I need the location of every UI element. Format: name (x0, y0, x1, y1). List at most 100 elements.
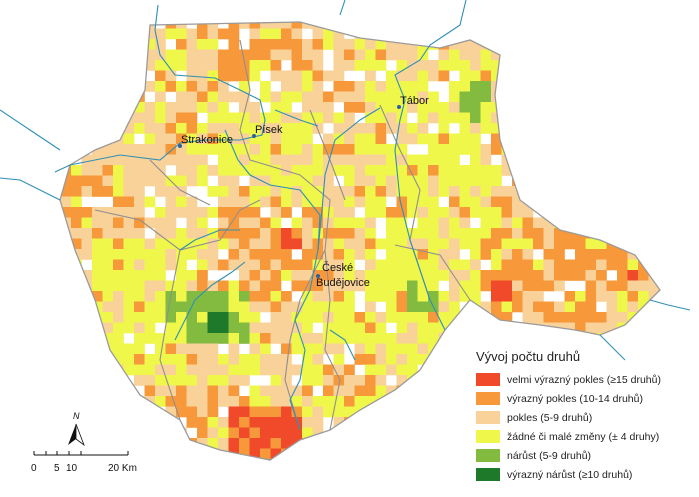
grid-cell-no-change (417, 333, 429, 344)
grid-cell-decline (81, 228, 93, 239)
grid-cell-decline (491, 112, 502, 124)
grid-cell-no-change (491, 217, 502, 229)
grid-cell-decline (596, 417, 607, 428)
grid-cell-strong-decline (302, 438, 313, 449)
grid-cell-no-change (438, 207, 450, 218)
grid-cell-decline (596, 123, 607, 134)
grid-cell-decline (407, 49, 418, 61)
grid-cell-no-change (134, 102, 145, 113)
grid-cell-decline (134, 427, 145, 439)
grid-cell-decline (102, 60, 114, 71)
grid-cell-no-change (428, 259, 439, 271)
grid-cell-no-change (239, 312, 250, 323)
grid-cell-no-change (575, 291, 586, 302)
grid-cell-strong-decline (480, 28, 492, 40)
grid-cell-decline (585, 322, 597, 334)
grid-cell-decline (155, 385, 166, 397)
grid-cell-strong-decline (218, 28, 229, 40)
grid-cell-strong-decline (260, 280, 271, 292)
grid-cell-decline (123, 186, 135, 197)
grid-cell-decline (354, 154, 366, 166)
grid-cell-decline (333, 196, 345, 208)
grid-cell-strong-decline (522, 270, 534, 281)
grid-cell-strong-increase (218, 322, 229, 334)
grid-cell-no-change (449, 228, 460, 239)
grid-cell-strong-decline (228, 249, 240, 260)
grid-cell-strong-decline (218, 259, 229, 271)
grid-cell-decline (564, 322, 576, 334)
grid-cell-no-change (365, 196, 376, 208)
grid-cell-no-change (365, 291, 376, 302)
grid-cell-strong-decline (648, 123, 660, 134)
grid-cell-decline (575, 154, 586, 166)
grid-cell-decline (354, 22, 366, 29)
grid-cell-decline (333, 343, 345, 355)
grid-cell-no-change (113, 102, 124, 113)
grid-cell-decline (60, 427, 72, 439)
grid-cell-no-change (428, 196, 439, 208)
grid-cell-decline (186, 102, 198, 113)
grid-cell-no-change (417, 175, 429, 187)
grid-cell-decline (60, 291, 61, 302)
grid-cell-no-change (260, 165, 271, 176)
grid-cell-decline (134, 406, 145, 418)
grid-cell-strong-decline (92, 396, 103, 407)
legend-item-increase: nárůst (5-9 druhů) (476, 449, 591, 462)
city-strakonice: Strakonice (178, 134, 233, 148)
grid-cell-no-change (375, 60, 387, 71)
grid-cell-no-change (176, 280, 187, 292)
grid-cell-decline (606, 217, 618, 229)
grid-cell-no-change (218, 186, 229, 197)
grid-cell-decline (186, 459, 198, 460)
grid-cell-strong-decline (480, 280, 492, 292)
grid-cell-no-change (123, 259, 135, 271)
grid-cell-decline (71, 144, 82, 155)
grid-cell-decline (638, 406, 649, 418)
grid-cell-increase (207, 291, 219, 302)
grid-cell-increase (239, 291, 250, 302)
grid-cell-decline (144, 291, 156, 302)
grid-cell-decline (155, 91, 166, 103)
grid-cell-strong-decline (491, 144, 502, 155)
grid-cell-strong-decline (92, 81, 103, 92)
grid-cell-decline (354, 375, 366, 386)
grid-cell-no-change (438, 238, 450, 250)
grid-cell-decline (648, 217, 660, 229)
grid-cell-strong-decline (501, 102, 513, 113)
grid-cell-no-change (533, 123, 544, 134)
grid-cell-no-change (606, 154, 618, 166)
grid-cell-decline (648, 144, 660, 155)
grid-cell-no-change (155, 312, 166, 323)
grid-cell-strong-decline (522, 28, 534, 40)
grid-cell-no-change (197, 123, 208, 134)
grid-cell-no-change (92, 259, 103, 271)
grid-cell-decline (480, 333, 492, 344)
grid-cell-decline (270, 207, 282, 218)
grid-cell-no-change (165, 322, 177, 334)
grid-cell-decline (249, 102, 261, 113)
grid-cell-decline (207, 280, 219, 292)
grid-cell-decline (60, 417, 61, 428)
grid-cell-no-change (386, 333, 397, 344)
grid-cell-strong-decline (365, 238, 376, 250)
grid-cell-decline (585, 207, 597, 218)
grid-cell-no-change (312, 228, 324, 239)
grid-cell-decline (543, 175, 555, 187)
grid-cell-no-change (155, 259, 166, 271)
grid-cell-no-change (459, 322, 471, 334)
grid-cell-no-change (365, 133, 376, 145)
grid-cell-decline (596, 133, 607, 145)
grid-cell-strong-decline (428, 385, 439, 397)
grid-cell-no-change (396, 81, 408, 92)
grid-cell-strong-decline (512, 291, 523, 302)
grid-cell-decline (396, 39, 408, 50)
grid-cell-no-change (344, 291, 355, 302)
grid-cell-strong-decline (249, 228, 261, 239)
grid-cell-no-change (417, 354, 429, 365)
grid-cell-decline (155, 438, 166, 449)
grid-cell-strong-decline (60, 396, 72, 407)
grid-cell-decline (554, 60, 565, 71)
grid-cell-no-change (396, 238, 408, 250)
grid-cell-decline (260, 364, 271, 376)
grid-cell-decline (312, 438, 324, 449)
